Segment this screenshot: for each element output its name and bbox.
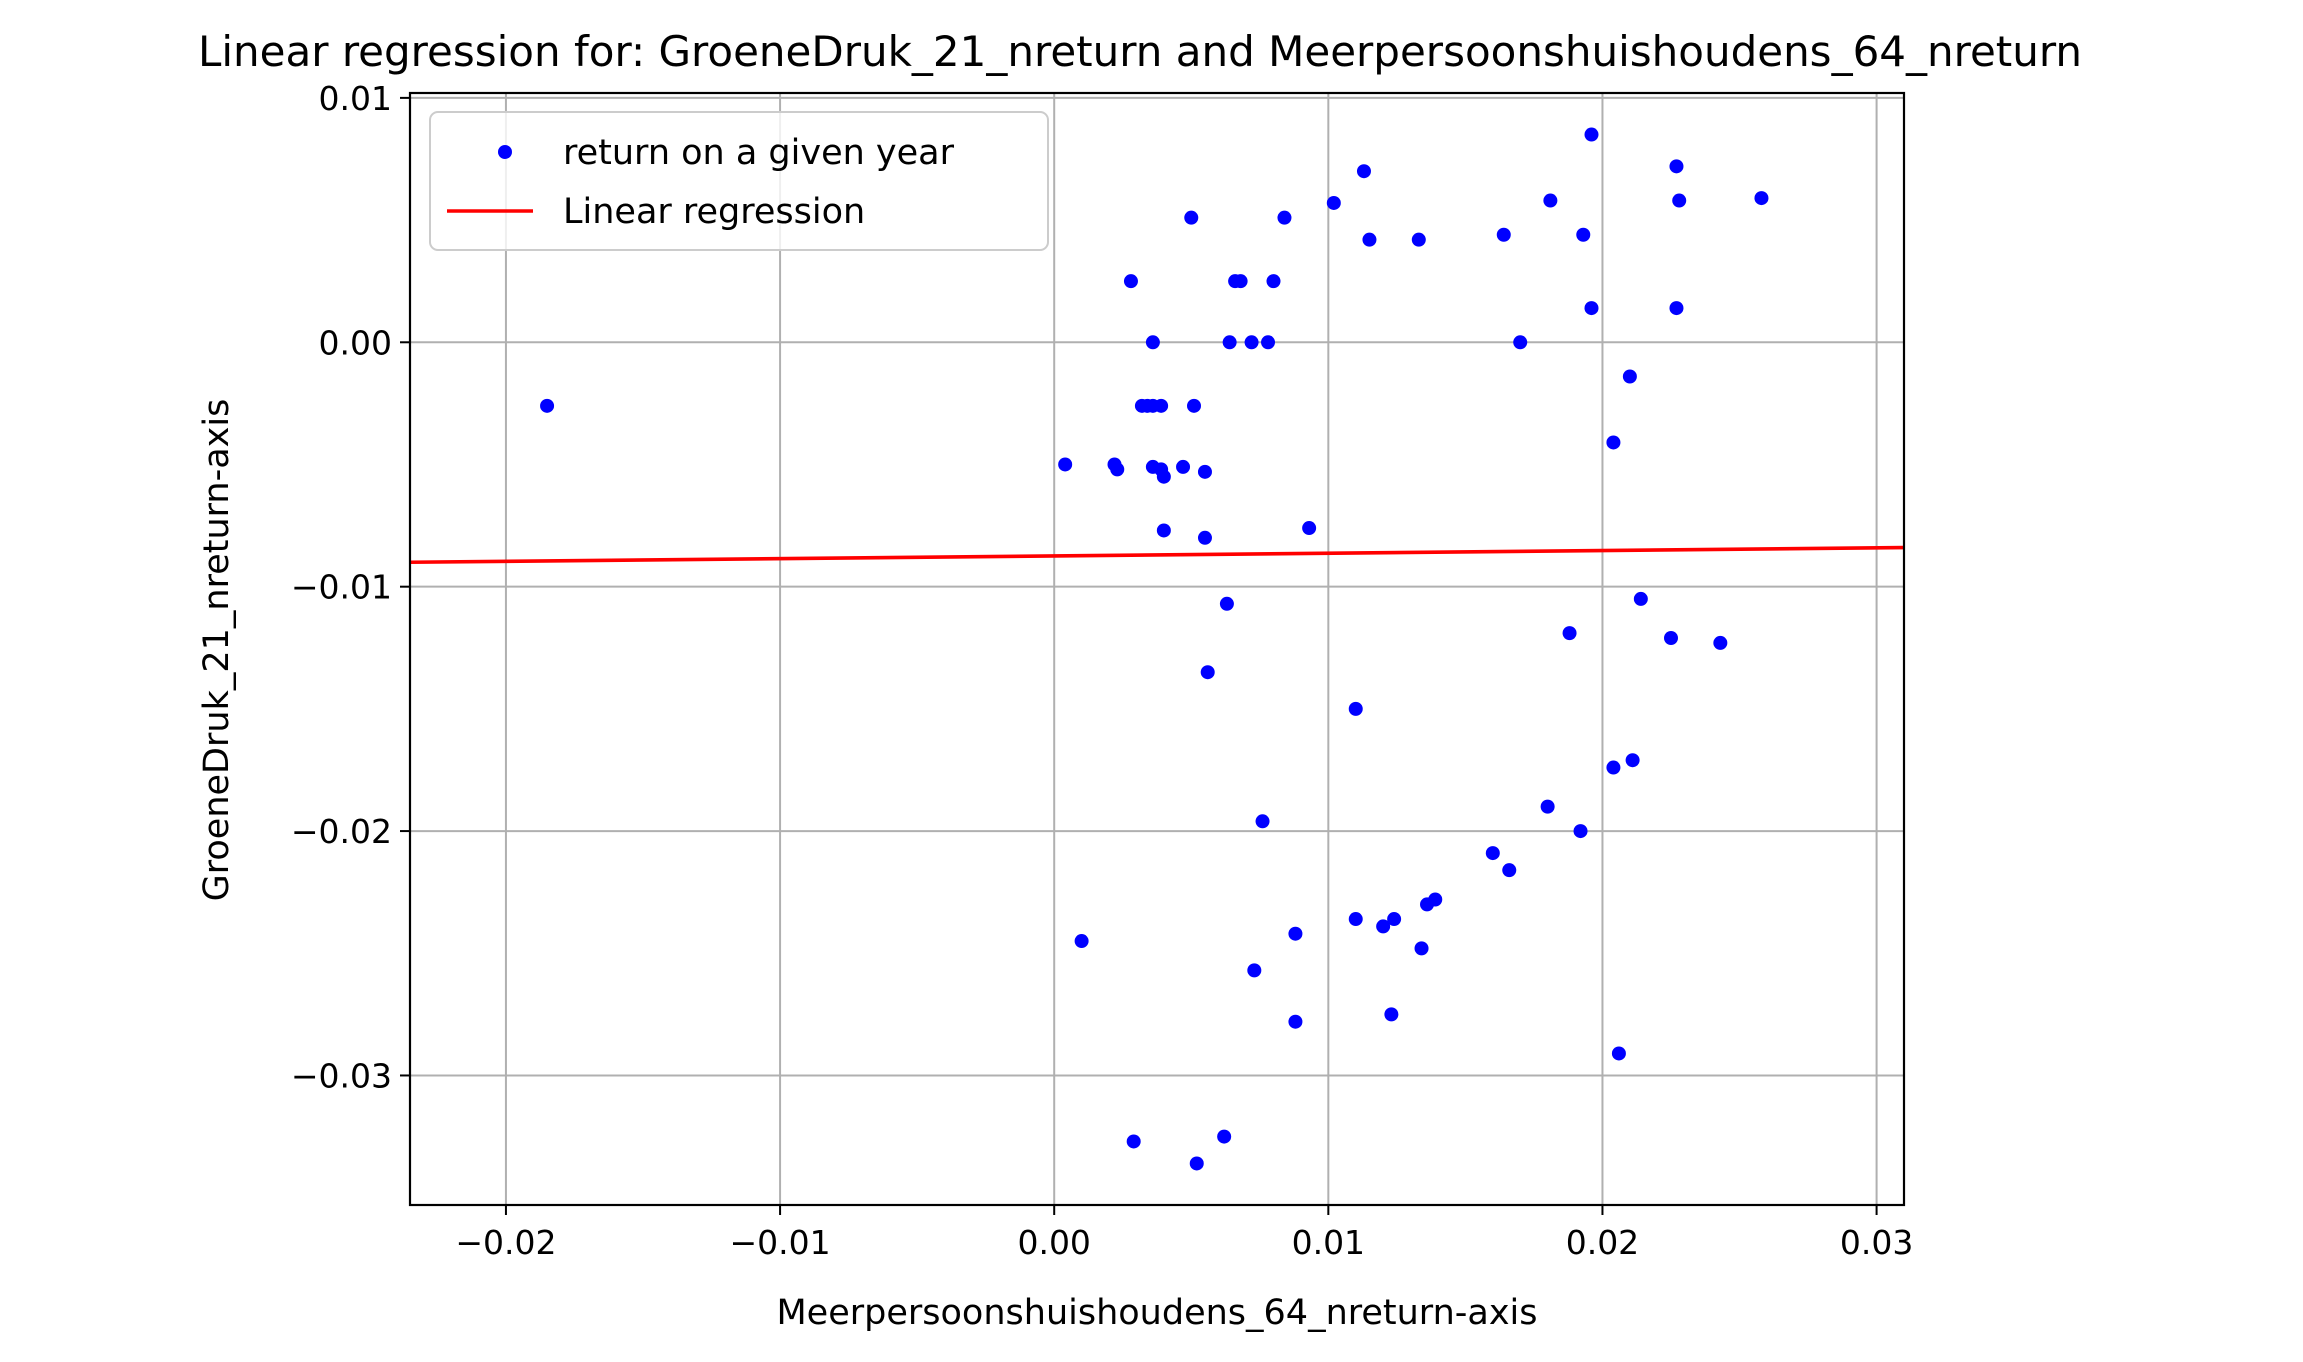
data-point	[1288, 926, 1303, 941]
data-point	[1543, 193, 1558, 208]
data-point	[1414, 941, 1429, 956]
data-point	[1513, 335, 1528, 350]
data-point	[1277, 210, 1292, 225]
data-point	[1266, 274, 1281, 289]
data-point	[1754, 191, 1769, 206]
legend-label-scatter: return on a given year	[563, 133, 955, 173]
x-tick-label: −0.01	[730, 1223, 831, 1262]
x-tick-label: 0.02	[1566, 1223, 1639, 1262]
data-point	[1126, 1134, 1141, 1149]
legend-marker-scatter	[498, 145, 512, 159]
plot-frame	[408, 91, 1906, 1207]
data-point	[1348, 912, 1363, 927]
x-tick-label: 0.03	[1840, 1223, 1913, 1262]
data-point	[1384, 1007, 1399, 1022]
data-point	[1222, 335, 1237, 350]
regression-layer	[410, 545, 1904, 565]
data-point	[1485, 846, 1500, 861]
y-tick-label: −0.02	[291, 812, 392, 851]
data-point	[1622, 369, 1637, 384]
data-point	[1326, 195, 1341, 210]
data-point	[1420, 897, 1435, 912]
x-axis-ticks: −0.02 −0.01 0.00 0.01 0.02 0.03	[455, 1205, 1913, 1262]
grid-lines	[410, 93, 1904, 1205]
data-point	[1288, 1014, 1303, 1029]
data-point	[1625, 753, 1640, 768]
data-point	[1058, 457, 1073, 472]
data-point	[1669, 301, 1684, 316]
legend-box	[429, 111, 1049, 251]
data-point	[1189, 1156, 1204, 1171]
data-point	[540, 398, 555, 413]
data-point	[1176, 459, 1191, 474]
data-point	[1156, 469, 1171, 484]
data-point	[1584, 301, 1599, 316]
x-axis-label: Meerpersoonshuishoudens_64_nreturn-axis	[776, 1293, 1537, 1333]
data-point	[1261, 335, 1276, 350]
data-point	[1074, 934, 1089, 949]
data-point	[1356, 164, 1371, 179]
data-point	[1200, 665, 1215, 680]
data-point	[1197, 530, 1212, 545]
data-point	[1606, 760, 1621, 775]
data-point	[1255, 814, 1270, 829]
legend: return on a given year Linear regression	[429, 111, 1049, 251]
data-point	[1145, 335, 1160, 350]
regression-line	[410, 545, 1904, 565]
data-point	[1244, 335, 1259, 350]
data-point	[1362, 232, 1377, 247]
data-point	[1606, 435, 1621, 450]
data-point	[1348, 701, 1363, 716]
y-tick-label: 0.00	[319, 323, 392, 362]
x-tick-label: 0.01	[1292, 1223, 1365, 1262]
legend-label-regression: Linear regression	[563, 192, 865, 232]
data-point	[1376, 919, 1391, 934]
data-point	[1219, 596, 1234, 611]
y-axis-ticks: −0.03 −0.02 −0.01 0.00 0.01	[291, 79, 410, 1095]
y-tick-label: −0.01	[291, 568, 392, 607]
data-point	[1247, 963, 1262, 978]
chart-title: Linear regression for: GroeneDruk_21_nre…	[198, 27, 2082, 76]
data-point	[1562, 626, 1577, 641]
data-point	[1233, 274, 1248, 289]
x-tick-label: −0.02	[455, 1223, 556, 1262]
data-point	[1669, 159, 1684, 174]
data-point	[1187, 398, 1202, 413]
data-point	[1154, 398, 1169, 413]
data-point	[1110, 462, 1125, 477]
data-point	[1496, 227, 1511, 242]
data-point	[1672, 193, 1687, 208]
data-point	[1663, 631, 1678, 646]
data-point	[1123, 274, 1138, 289]
data-point	[1611, 1046, 1626, 1061]
data-point	[1217, 1129, 1232, 1144]
data-point	[1576, 227, 1591, 242]
data-point	[1502, 863, 1517, 878]
data-point	[1633, 591, 1648, 606]
data-point	[1713, 635, 1728, 650]
data-point	[1387, 912, 1402, 927]
data-point	[1302, 521, 1317, 536]
y-tick-label: −0.03	[291, 1056, 392, 1095]
data-point	[1573, 824, 1588, 839]
data-point	[1411, 232, 1426, 247]
data-point	[1197, 464, 1212, 479]
data-point	[1156, 523, 1171, 538]
data-point	[1540, 799, 1555, 814]
data-point	[1584, 127, 1599, 142]
y-tick-label: 0.01	[319, 79, 392, 118]
x-tick-label: 0.00	[1017, 1223, 1090, 1262]
data-point	[1184, 210, 1199, 225]
y-axis-label: GroeneDruk_21_nreturn-axis	[197, 399, 237, 902]
scatter-points	[540, 127, 1769, 1171]
